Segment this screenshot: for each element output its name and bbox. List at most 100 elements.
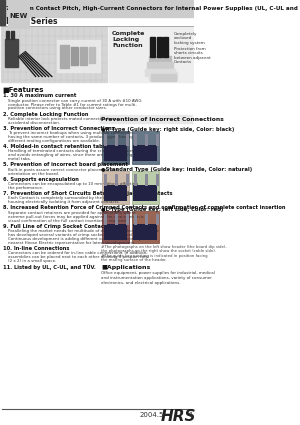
Text: 4. Molded-in contact retention tabs: 4. Molded-in contact retention tabs [3, 144, 105, 149]
Bar [131, 171, 159, 204]
Text: Built-in posts assure correct connector placement and: Built-in posts assure correct connector … [8, 167, 118, 172]
Bar [102, 131, 129, 164]
Bar [163, 37, 169, 57]
Bar [151, 74, 176, 82]
Bar [156, 213, 159, 225]
Bar [134, 174, 137, 186]
Bar [115, 134, 118, 146]
Text: ●Standard Type (Guide key: inside, Color: natural): ●Standard Type (Guide key: inside, Color… [101, 167, 252, 172]
Text: housing electrically isolating it from adjacent contacts.: housing electrically isolating it from a… [8, 200, 119, 204]
Bar [102, 210, 129, 244]
Bar [131, 131, 159, 164]
Text: Protection from
shorts circuits
between adjacent
Contacts: Protection from shorts circuits between … [174, 47, 210, 65]
Bar [5, 39, 18, 67]
Text: 11. Listed by UL, C-UL, and TÜV.: 11. Listed by UL, C-UL, and TÜV. [3, 264, 95, 270]
Bar [126, 174, 129, 186]
Text: 5. Prevention of incorrect board placement: 5. Prevention of incorrect board placeme… [3, 162, 128, 167]
Text: Office equipment, power supplies for industrial, medical
and instrumentation app: Office equipment, power supplies for ind… [101, 271, 215, 285]
Text: conductor. Please refer to Table #1 for current ratings for multi-: conductor. Please refer to Table #1 for … [8, 102, 137, 107]
Bar [115, 213, 118, 225]
Bar [126, 134, 129, 146]
Bar [156, 134, 159, 146]
Text: Separate contact retainers are provided for applications where: Separate contact retainers are provided … [8, 210, 135, 215]
Text: 7.92 mm Contact Pitch, High-Current Connectors for Internal Power Supplies (UL, : 7.92 mm Contact Pitch, High-Current Conn… [7, 6, 300, 11]
Text: ■Applications: ■Applications [101, 265, 150, 270]
Bar [71, 47, 78, 65]
Bar [60, 45, 69, 68]
Bar [109, 27, 193, 82]
Bar [100, 115, 193, 124]
Bar [131, 210, 159, 244]
Text: position connectors using other conductor sizes.: position connectors using other conducto… [8, 107, 107, 110]
Text: Connectors can be encapsulated up to 10 mm without affecting: Connectors can be encapsulated up to 10 … [8, 182, 138, 186]
Bar [134, 213, 137, 225]
Text: 9. Full Line of Crimp Socket Contacts: 9. Full Line of Crimp Socket Contacts [3, 224, 109, 229]
Bar [134, 185, 157, 201]
Bar [145, 174, 148, 186]
Text: the mating surface of the header.: the mating surface of the header. [101, 258, 167, 262]
Text: 6. Supports encapsulation: 6. Supports encapsulation [3, 177, 79, 182]
Text: ●R Type (Guide key: right side, Color: black): ●R Type (Guide key: right side, Color: b… [101, 127, 235, 132]
Bar [126, 213, 129, 225]
Text: orientation on the board.: orientation on the board. [8, 172, 59, 176]
Bar [147, 62, 173, 70]
Bar [134, 145, 157, 161]
Bar [134, 134, 137, 146]
Text: the photographs on the right show the socket (cable side).: the photographs on the right show the so… [101, 249, 216, 253]
Text: metal tabs.: metal tabs. [8, 157, 31, 162]
Text: HRS: HRS [161, 409, 196, 424]
Bar [102, 171, 129, 204]
Bar [145, 213, 148, 225]
Text: extreme pull-out forces may be applied against the wire or when a: extreme pull-out forces may be applied a… [8, 215, 143, 218]
Text: the performance.: the performance. [8, 186, 43, 190]
Text: having the same number of contacts, 3 product types having: having the same number of contacts, 3 pr… [8, 135, 133, 139]
Text: 1: 1 [188, 412, 192, 418]
Bar [0, 0, 4, 25]
Text: and avoids entangling of wires, since there are no protruding: and avoids entangling of wires, since th… [8, 153, 132, 157]
Text: DF22 Series: DF22 Series [7, 17, 58, 26]
Bar [57, 40, 101, 73]
Text: 10. In-line Connections: 10. In-line Connections [3, 246, 69, 251]
Text: 2. Complete Locking Function: 2. Complete Locking Function [3, 112, 88, 116]
Text: (2 x 2) in a small space.: (2 x 2) in a small space. [8, 259, 56, 263]
Bar [4, 0, 194, 17]
Text: 1. 30 A maximum current: 1. 30 A maximum current [3, 94, 76, 98]
Text: Completely
enclosed
locking system: Completely enclosed locking system [174, 32, 205, 45]
Bar [150, 37, 155, 57]
Text: visual confirmation of the full contact insertion is required.: visual confirmation of the full contact … [8, 218, 127, 223]
Bar [134, 224, 157, 241]
Text: nearest Hirose Electric representative for latest developments.: nearest Hirose Electric representative f… [8, 241, 135, 245]
Bar [1, 27, 107, 82]
Bar [6, 31, 9, 39]
Text: Prevention of Incorrect Connections: Prevention of Incorrect Connections [101, 117, 224, 122]
Text: accidental disconnection.: accidental disconnection. [8, 121, 60, 125]
Text: #The guide key position is indicated in position facing: #The guide key position is indicated in … [101, 254, 208, 258]
Text: Paralleling the market needs for multitude of different applications, Hirose: Paralleling the market needs for multitu… [8, 229, 159, 233]
Bar [104, 174, 107, 186]
Bar [157, 37, 162, 57]
Text: different mating configurations are available.: different mating configurations are avai… [8, 139, 100, 143]
Text: #The photographs on the left show header (the board dip side),: #The photographs on the left show header… [101, 245, 227, 249]
Bar [80, 47, 88, 65]
Text: 3. Prevention of Incorrect Connections: 3. Prevention of Incorrect Connections [3, 126, 114, 131]
Text: Continuous development is adding different variations. Contact your: Continuous development is adding differe… [8, 237, 148, 241]
Bar [149, 71, 178, 82]
Text: ■Features: ■Features [3, 88, 44, 94]
Text: ●L Type (Guide key: left side, Color: red): ●L Type (Guide key: left side, Color: re… [101, 207, 224, 212]
Bar [156, 174, 159, 186]
Bar [11, 31, 14, 39]
Text: Each Contact is completely surrounded by the insulator: Each Contact is completely surrounded by… [8, 196, 121, 200]
Text: assemblies can be placed next to each other allowing 4 position total: assemblies can be placed next to each ot… [8, 255, 149, 259]
Bar [149, 56, 171, 62]
Bar [104, 185, 127, 201]
Text: To prevent incorrect hookups when using multiple connectors: To prevent incorrect hookups when using … [8, 131, 133, 135]
Bar [104, 145, 127, 161]
Text: Complete
Locking
Function: Complete Locking Function [112, 31, 146, 48]
FancyBboxPatch shape [6, 3, 32, 30]
Text: has developed several variants of crimp socket contacts and housings.: has developed several variants of crimp … [8, 233, 152, 237]
Text: 2004.5: 2004.5 [139, 412, 164, 418]
Text: Connectors can be ordered for in-line cable connections. In addition,: Connectors can be ordered for in-line ca… [8, 251, 147, 255]
Bar [104, 213, 107, 225]
Bar [104, 224, 127, 241]
Text: Reliable interior lock protects mated connectors from: Reliable interior lock protects mated co… [8, 117, 116, 121]
